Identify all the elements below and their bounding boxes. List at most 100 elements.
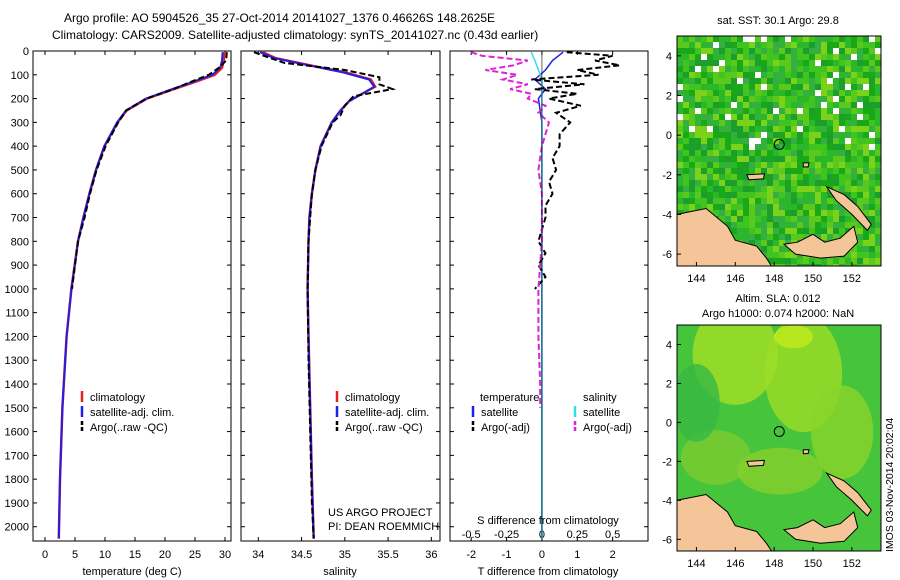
sst-land: [677, 162, 872, 266]
sst-cell: [719, 216, 725, 222]
sst-cell: [797, 78, 803, 84]
sla-mid-w: [680, 430, 751, 485]
sst-cell: [707, 126, 713, 132]
sst-cell: [779, 252, 785, 258]
sst-cell: [839, 90, 845, 96]
sst-cell: [851, 72, 857, 78]
sla-low-w: [677, 363, 720, 442]
sst-cell: [839, 150, 845, 156]
sst-cell: [809, 180, 815, 186]
sst-cell: [869, 204, 875, 210]
sst-cell: [875, 84, 881, 90]
sst-cell: [857, 60, 863, 66]
sst-cell: [707, 192, 713, 198]
sst-cell: [719, 54, 725, 60]
sst-cell: [821, 138, 827, 144]
sst-cell: [875, 156, 881, 162]
sst-cell: [755, 210, 761, 216]
sst-cell: [779, 258, 785, 264]
sst-cell: [815, 78, 821, 84]
sst-cell: [731, 84, 737, 90]
sst-cell: [689, 180, 695, 186]
map-y-tick-label: 4: [666, 51, 672, 63]
sst-cell: [857, 144, 863, 150]
x2-tick-label: -0.5: [462, 529, 481, 541]
sst-cell: [869, 78, 875, 84]
sst-cell: [857, 156, 863, 162]
sst-cell: [755, 138, 761, 144]
sst-cell: [737, 204, 743, 210]
sst-cell: [845, 108, 851, 114]
sst-cell: [707, 90, 713, 96]
sst-cell: [731, 126, 737, 132]
sst-cell: [815, 108, 821, 114]
sst-field-cells: [677, 36, 881, 266]
salinity-panel: 34 34.5 35 35.5 36 salinity climatology sate…: [240, 50, 441, 578]
sst-cell: [713, 54, 719, 60]
sst-cell: [833, 72, 839, 78]
sst-cell: [875, 162, 881, 168]
sst-cell: [863, 204, 869, 210]
sst-cell: [767, 204, 773, 210]
sst-cell: [779, 228, 785, 234]
sst-cell: [779, 72, 785, 78]
sst-cell: [803, 144, 809, 150]
sst-cell: [743, 192, 749, 198]
sst-cell: [821, 156, 827, 162]
sst-cell: [749, 126, 755, 132]
sst-cell: [749, 48, 755, 54]
sst-cell: [725, 48, 731, 54]
sst-cell: [737, 168, 743, 174]
sst-cell: [749, 144, 755, 150]
sst-cell: [725, 108, 731, 114]
sst-cell: [761, 60, 767, 66]
sst-cell: [713, 72, 719, 78]
sst-cell: [767, 84, 773, 90]
sst-cell: [803, 66, 809, 72]
sst-cell: [815, 156, 821, 162]
sst-cell: [863, 162, 869, 168]
sst-cell: [839, 138, 845, 144]
sst-cell: [869, 156, 875, 162]
sst-cell: [707, 180, 713, 186]
sst-cell: [845, 72, 851, 78]
sst-cell: [797, 198, 803, 204]
sst-cell: [761, 216, 767, 222]
sst-cell: [749, 120, 755, 126]
sst-cell: [743, 102, 749, 108]
sst-cell: [833, 264, 839, 266]
sst-cell: [785, 168, 791, 174]
sst-cell: [827, 138, 833, 144]
sst-cell: [707, 174, 713, 180]
sst-cell: [863, 114, 869, 120]
sst-cell: [719, 198, 725, 204]
sst-cell: [779, 102, 785, 108]
sst-cell: [827, 234, 833, 240]
sst-cell: [707, 36, 713, 42]
sst-cell: [773, 192, 779, 198]
sst-cell: [803, 126, 809, 132]
y-tick-label: 100: [11, 70, 29, 82]
sst-cell: [809, 90, 815, 96]
sst-cell: [743, 36, 749, 42]
sst-cell: [755, 66, 761, 72]
pi-credit: PI: DEAN ROEMMICH: [328, 521, 439, 533]
sst-cell: [779, 54, 785, 60]
sla-field-blobs: [677, 325, 874, 495]
sst-cell: [839, 204, 845, 210]
sst-cell: [833, 36, 839, 42]
sst-cell: [749, 102, 755, 108]
sst-cell: [779, 222, 785, 228]
sst-cell: [677, 126, 683, 132]
sst-cell: [839, 264, 845, 266]
sst-cell: [851, 132, 857, 138]
sst-cell: [851, 150, 857, 156]
sst-cell: [797, 234, 803, 240]
sst-cell: [875, 96, 881, 102]
sst-cell: [827, 66, 833, 72]
sst-cell: [737, 54, 743, 60]
sst-cell: [683, 54, 689, 60]
sst-cell: [695, 162, 701, 168]
map-y-tick-label: -6: [662, 249, 672, 261]
sst-cell: [761, 156, 767, 162]
